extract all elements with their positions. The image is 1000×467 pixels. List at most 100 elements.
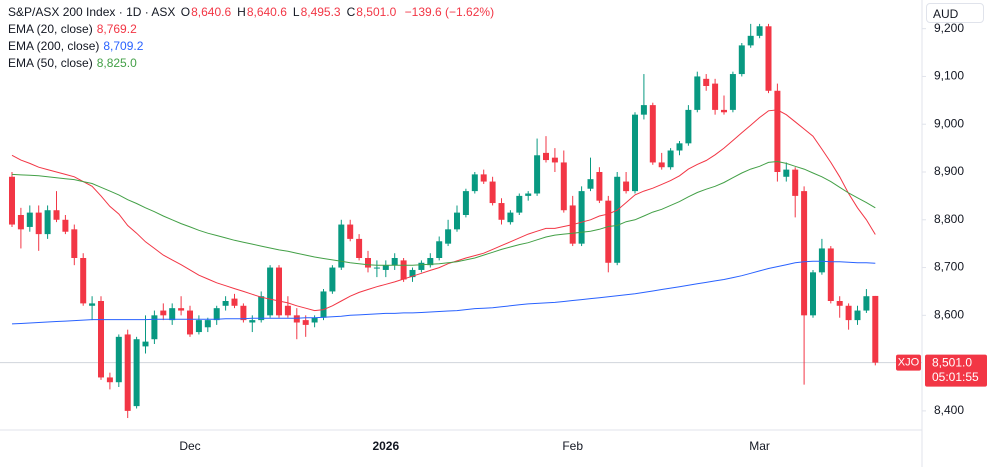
y-tick-label: 9,200 xyxy=(934,21,964,35)
candle-body xyxy=(240,305,247,321)
legend-entry: EMA (20, close) 8,769.2 xyxy=(8,21,498,38)
candle-body xyxy=(765,26,772,91)
x-tick-label: Dec xyxy=(179,439,200,453)
candle-body xyxy=(534,155,541,194)
candle-body xyxy=(489,181,496,204)
candle-body xyxy=(551,157,558,163)
candle-body xyxy=(391,258,398,266)
price-tag-bg xyxy=(925,354,987,387)
candle-body xyxy=(872,295,879,363)
legend-name: EMA (20, close) xyxy=(8,22,93,36)
candle-body xyxy=(525,193,532,196)
candle-body xyxy=(845,305,852,321)
candle-body xyxy=(801,191,808,316)
candle-body xyxy=(729,74,736,110)
ema-line xyxy=(11,260,876,325)
ema-line xyxy=(11,109,876,312)
candle-body xyxy=(98,301,104,378)
ohlc-value: 8,640.6 xyxy=(246,5,287,19)
candle-body xyxy=(498,203,505,220)
x-tick-label: Feb xyxy=(562,439,583,453)
candle-body xyxy=(89,303,96,306)
candle-body xyxy=(792,169,799,196)
candle-body xyxy=(213,308,220,321)
candle-body xyxy=(445,229,452,244)
ohlc-value: 8,501.0 xyxy=(356,5,397,19)
candle-body xyxy=(418,262,425,270)
legend-name: EMA (200, close) xyxy=(8,39,100,53)
candle-body xyxy=(454,212,460,230)
candle-body xyxy=(774,90,781,172)
y-tick-label: 8,700 xyxy=(934,260,964,274)
ohlc-key: L xyxy=(292,5,300,19)
candle-body xyxy=(53,210,60,220)
candle-body xyxy=(685,109,692,144)
legend-value: 8,709.2 xyxy=(103,39,144,53)
candle-body xyxy=(71,229,78,258)
candle-body xyxy=(17,215,24,230)
candle-body xyxy=(106,377,113,383)
candle-body xyxy=(703,78,710,86)
y-tick-label: 8,400 xyxy=(934,403,964,417)
legend-value: 8,825.0 xyxy=(96,56,137,70)
ema-legend: EMA (20, close) 8,769.2 EMA (200, close) 8,… xyxy=(8,21,498,72)
candle-body xyxy=(694,76,701,110)
candle-body xyxy=(382,265,389,270)
ohlc-value: 8,495.3 xyxy=(300,5,341,19)
ohlc-key: O xyxy=(180,5,191,19)
candle-body xyxy=(115,336,122,383)
candle-body xyxy=(44,210,51,235)
candle-body xyxy=(249,320,256,323)
candle-body xyxy=(142,341,149,347)
candle-body xyxy=(810,272,816,316)
legend-entry: EMA (50, close) 8,825.0 xyxy=(8,55,498,72)
candle-body xyxy=(9,176,15,225)
candle-body xyxy=(543,152,549,161)
candle-body xyxy=(640,105,647,115)
candle-body xyxy=(284,305,291,316)
candle-body xyxy=(676,143,683,151)
candle-body xyxy=(756,26,763,36)
legend-value: 8,769.2 xyxy=(96,22,137,36)
candle-body xyxy=(783,169,790,177)
y-tick-label: 8,900 xyxy=(934,164,964,178)
y-tick-label: 9,000 xyxy=(934,116,964,130)
ema-line xyxy=(11,160,876,266)
candle-body xyxy=(258,296,265,321)
symbol-tag-bg xyxy=(896,354,921,371)
candle-body xyxy=(712,83,719,110)
candle-body xyxy=(124,334,131,411)
candle-body xyxy=(356,238,363,258)
candle-body xyxy=(471,174,478,192)
currency-button[interactable]: AUD xyxy=(926,3,984,23)
y-tick-label: 8,600 xyxy=(934,308,964,322)
candle-body xyxy=(302,320,309,325)
candle-body xyxy=(863,296,870,311)
candle-body xyxy=(311,317,318,323)
candle-body xyxy=(187,310,193,335)
candle-body xyxy=(436,241,443,258)
candle-body xyxy=(623,181,630,192)
candle-body xyxy=(160,310,167,316)
candle-body xyxy=(320,291,327,318)
candle-body xyxy=(293,315,300,323)
chart-title: S&P/ASX 200 Index · 1D · ASX xyxy=(8,5,176,19)
candle-body xyxy=(169,308,176,321)
candle-body xyxy=(267,267,274,316)
ohlc-key: C xyxy=(346,5,356,19)
price-tag: 8,501.0 xyxy=(932,355,972,369)
candles xyxy=(9,23,879,419)
legend: S&P/ASX 200 Index · 1D · ASX O8,640.6 H8,… xyxy=(8,4,498,72)
countdown: 05:01:55 xyxy=(932,370,979,384)
candle-body xyxy=(614,176,621,263)
candle-body xyxy=(178,308,185,311)
legend-name: EMA (50, close) xyxy=(8,56,93,70)
candle-body xyxy=(836,301,843,306)
candle-body xyxy=(480,174,487,182)
candle-body xyxy=(26,212,33,227)
candle-body xyxy=(667,150,674,168)
candle-body xyxy=(721,109,727,113)
candle-body xyxy=(507,212,514,223)
candle-body xyxy=(35,212,42,235)
candle-body xyxy=(854,310,861,321)
